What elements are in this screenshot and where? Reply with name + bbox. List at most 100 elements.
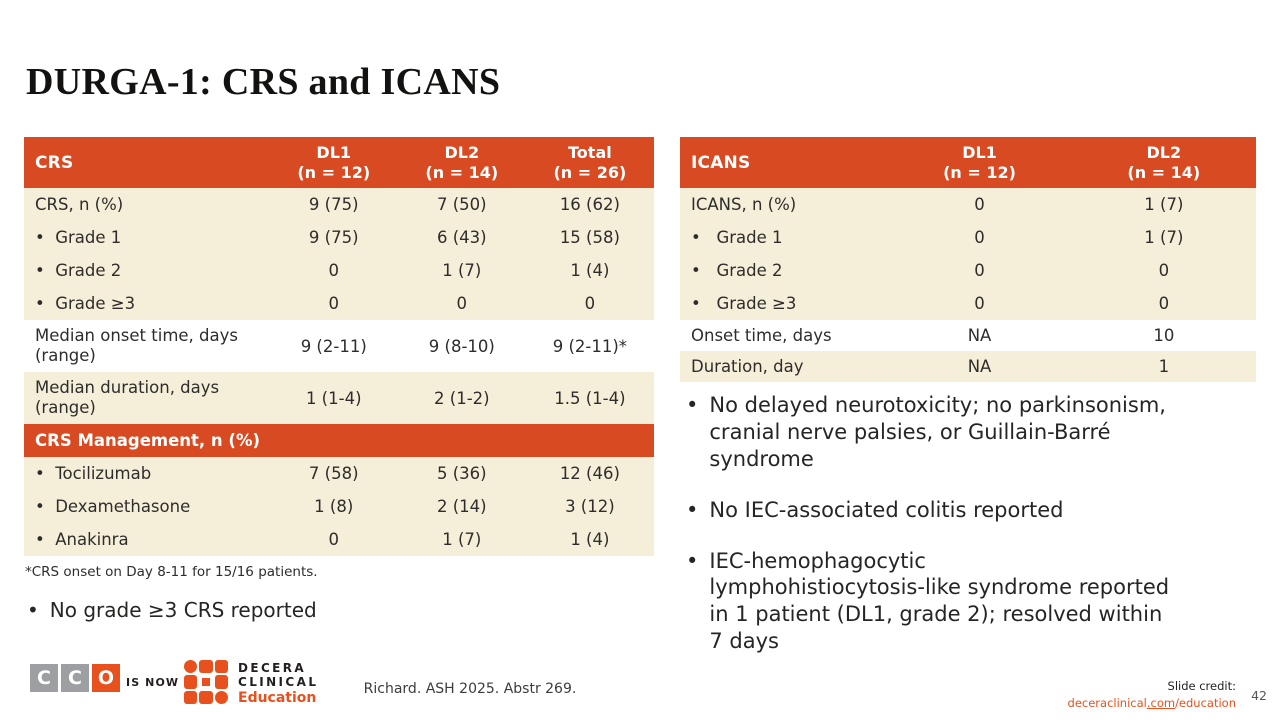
cell-dl2: 10 (1153, 326, 1175, 345)
cco-logo-letter: C (30, 664, 58, 692)
table-row: • Dexamethasone 1 (8) 2 (14) 3 (12) (24, 490, 654, 523)
bullet-text: No delayed neurotoxicity; no parkinsonis… (709, 393, 1166, 471)
row-label: • Grade ≥3 (35, 293, 136, 313)
cell-dl1: NA (967, 357, 992, 376)
bullet-marker: • (27, 598, 39, 622)
table-row: • Grade 2 0 1 (7) 1 (4) (24, 254, 654, 287)
cell-dl1: 9 (75) (308, 228, 359, 247)
cell-dl2: 1 (1158, 357, 1170, 376)
slide-credit-link[interactable]: deceraclinical.com/education (1067, 696, 1236, 711)
table-row: • Grade 2 0 0 (680, 254, 1256, 287)
cell-dl1: NA (967, 326, 992, 345)
cco-logo-letter: O (92, 664, 120, 692)
list-item: • No IEC-associated colitis reported (686, 497, 1179, 524)
slide-credit-label: Slide credit: (1167, 679, 1236, 693)
table-row: CRS, n (%) 9 (75) 7 (50) 16 (62) (24, 188, 654, 221)
cell-total: 1 (4) (570, 530, 610, 549)
cell-dl1: 7 (58) (308, 464, 359, 483)
table-row: ICANS, n (%) 0 1 (7) (680, 188, 1256, 221)
is-now-label: IS NOW (126, 676, 180, 689)
row-label: Median duration, days (range) (35, 378, 220, 417)
list-item: • No delayed neurotoxicity; no parkinson… (686, 392, 1179, 473)
row-label: • Tocilizumab (35, 463, 152, 483)
crs-table-header-row: CRS DL1 (n = 12) DL2 (n = 14) Total (n =… (24, 137, 654, 188)
cell-total: 1 (4) (570, 261, 610, 280)
cell-total: 0 (584, 294, 596, 313)
table-row: • Tocilizumab 7 (58) 5 (36) 12 (46) (24, 457, 654, 490)
page-title: DURGA-1: CRS and ICANS (26, 61, 501, 103)
cell-dl2: 1 (7) (442, 261, 482, 280)
table-row: Median duration, days (range) 1 (1-4) 2 … (24, 372, 654, 424)
cell-total: 12 (46) (559, 464, 620, 483)
crs-management-section-header: CRS Management, n (%) (24, 424, 654, 457)
cell-total: 3 (12) (565, 497, 615, 516)
crs-col-header-total: Total (n = 26) (553, 142, 627, 182)
row-label: • Grade 1 (35, 227, 122, 247)
cco-logo: C C O (30, 664, 120, 692)
table-row: • Grade 1 9 (75) 6 (43) 15 (58) (24, 221, 654, 254)
decera-logo-icon (184, 660, 228, 704)
row-label: CRS, n (%) (35, 194, 124, 214)
cell-dl2: 5 (36) (436, 464, 487, 483)
cell-dl1: 0 (974, 195, 985, 214)
cell-total: 9 (2-11)* (552, 336, 628, 356)
cell-dl2: 0 (1158, 261, 1170, 280)
decera-education-label: Education (238, 690, 317, 707)
row-label: Duration, day (691, 356, 804, 376)
icans-bullet-list: • No delayed neurotoxicity; no parkinson… (686, 392, 1179, 679)
cell-total: 15 (58) (559, 228, 620, 247)
decera-logo-wordmark: DECERA CLINICAL Education (238, 661, 318, 706)
crs-table: CRS DL1 (n = 12) DL2 (n = 14) Total (n =… (24, 137, 654, 556)
icans-col-header-dl1: DL1 (n = 12) (943, 142, 1016, 182)
row-label: • Dexamethasone (35, 496, 191, 516)
decera-name-line: CLINICAL (238, 675, 319, 690)
bullet-marker: • (686, 393, 699, 417)
table-row: Median onset time, days (range) 9 (2-11)… (24, 320, 654, 372)
cell-dl1: 9 (75) (308, 195, 359, 214)
icans-table: ICANS DL1 (n = 12) DL2 (n = 14) ICANS, n… (680, 137, 1256, 382)
cell-dl1: 1 (8) (314, 497, 354, 516)
cell-total: 16 (62) (559, 195, 620, 214)
crs-col-header-dl1: DL1 (n = 12) (297, 142, 371, 182)
cell-dl2: 2 (1-2) (434, 388, 490, 408)
cell-dl1: 0 (328, 294, 339, 313)
cell-dl1: 0 (974, 261, 985, 280)
crs-table-title: CRS (35, 152, 74, 173)
slide-credit: Slide credit: deceraclinical.com/educati… (1068, 678, 1236, 713)
icans-table-title: ICANS (691, 152, 751, 173)
bullet-marker: • (686, 548, 699, 573)
row-label: • Grade ≥3 (691, 293, 797, 313)
cell-dl2: 0 (456, 294, 468, 313)
cell-dl2: 9 (8-10) (428, 336, 495, 356)
row-label: Onset time, days (691, 325, 832, 345)
crs-col-header-dl2: DL2 (n = 14) (425, 142, 499, 182)
table-row: • Grade ≥3 0 0 0 (24, 287, 654, 320)
cell-dl1: 0 (328, 530, 339, 549)
bullet-text: No IEC-associated colitis reported (709, 497, 1064, 522)
crs-summary-bullet: • No grade ≥3 CRS reported (27, 598, 317, 622)
cell-dl1: 1 (1-4) (305, 388, 362, 408)
list-item: • IEC-hemophagocytic lymphohistiocytosis… (686, 548, 1179, 656)
page-number: 42 (1251, 688, 1267, 703)
bullet-marker: • (686, 497, 699, 522)
cco-logo-letter: C (61, 664, 89, 692)
crs-footnote: *CRS onset on Day 8-11 for 15/16 patient… (25, 564, 318, 580)
table-row: • Anakinra 0 1 (7) 1 (4) (24, 523, 654, 556)
cell-dl2: 1 (7) (442, 530, 482, 549)
row-label: ICANS, n (%) (691, 194, 797, 214)
cell-dl1: 0 (974, 294, 985, 313)
cell-total: 1.5 (1-4) (554, 388, 626, 408)
icans-col-header-dl2: DL2 (n = 14) (1127, 142, 1201, 182)
row-label: • Grade 2 (35, 260, 122, 280)
row-label: • Anakinra (35, 529, 129, 549)
row-label: • Grade 1 (691, 227, 783, 247)
reference-citation: Richard. ASH 2025. Abstr 269. (363, 681, 577, 697)
crs-summary-text: No grade ≥3 CRS reported (49, 598, 317, 622)
table-row: Onset time, days NA 10 (680, 320, 1256, 351)
table-row: • Grade 1 0 1 (7) (680, 221, 1256, 254)
decera-name-line: DECERA (238, 661, 307, 675)
cell-dl2: 0 (1158, 294, 1170, 313)
row-label: Median onset time, days (range) (35, 326, 238, 365)
cell-dl1: 9 (2-11) (300, 336, 367, 356)
